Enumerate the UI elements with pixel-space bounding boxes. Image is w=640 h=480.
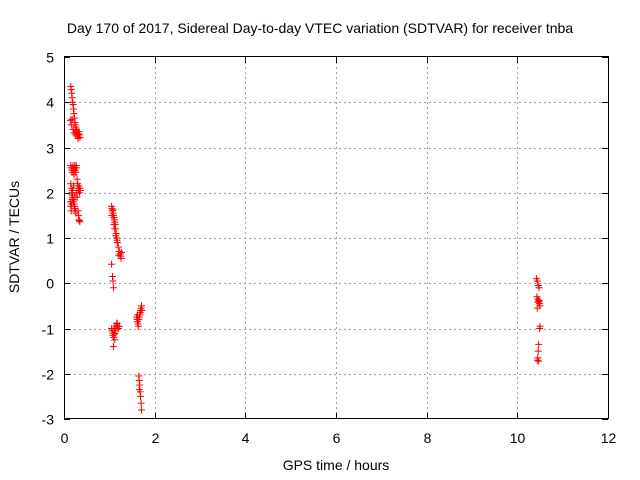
x-tick-label: 0 (61, 430, 69, 446)
grid (64, 57, 608, 419)
data-point-marker (66, 116, 74, 124)
x-tick-label: 12 (601, 430, 617, 446)
x-tick-label: 2 (152, 430, 160, 446)
data-point-marker (137, 399, 145, 407)
data-point-marker (135, 386, 143, 394)
y-tick-label: 3 (46, 141, 54, 157)
data-point-marker (138, 406, 146, 414)
data-series (66, 82, 544, 414)
data-point-marker (110, 220, 118, 228)
y-tick-label: -1 (42, 322, 55, 338)
data-point-marker (533, 304, 541, 312)
y-tick-label: -3 (42, 412, 55, 428)
chart-title: Day 170 of 2017, Sidereal Day-to-day VTE… (67, 20, 574, 36)
data-point-marker (108, 260, 116, 268)
data-point-marker (109, 277, 117, 285)
x-tick-label: 6 (333, 430, 341, 446)
y-tick-label: 4 (46, 95, 54, 111)
data-point-marker (69, 125, 77, 133)
x-axis-label: GPS time / hours (283, 457, 390, 473)
data-point-marker (73, 164, 81, 172)
y-axis-label: SDTVAR / TECUs (6, 181, 22, 293)
data-point-marker (69, 186, 77, 194)
data-point-marker (535, 284, 543, 292)
data-point-marker (534, 298, 542, 306)
data-point-marker (111, 336, 119, 344)
data-point-marker (108, 211, 116, 219)
data-point-marker (536, 325, 544, 332)
data-point-marker (137, 392, 145, 400)
data-point-marker (534, 347, 542, 355)
data-point-marker (115, 251, 123, 259)
y-tick-label: 1 (46, 231, 54, 247)
y-tick-label: 2 (46, 186, 54, 202)
data-point-marker (67, 121, 75, 129)
data-point-marker (68, 115, 76, 123)
data-point-marker (72, 189, 80, 197)
x-tick-label: 8 (424, 430, 432, 446)
data-point-marker (535, 357, 543, 365)
data-point-marker (70, 182, 78, 190)
data-point-marker (73, 126, 81, 134)
y-tick-label: 0 (46, 276, 54, 292)
y-tick-label: 5 (46, 50, 54, 66)
data-point-marker (76, 134, 84, 142)
data-point-marker (73, 193, 81, 201)
data-point-marker (134, 322, 142, 330)
data-point-marker (76, 186, 84, 194)
data-point-marker (138, 306, 146, 314)
data-point-marker (533, 356, 541, 364)
data-point-marker (109, 284, 117, 292)
data-point-marker (113, 239, 121, 247)
x-tick-label: 10 (510, 430, 526, 446)
y-tick-label: -2 (42, 367, 55, 383)
data-point-marker (533, 277, 541, 285)
data-point-marker (115, 322, 123, 330)
x-tick-label: 4 (242, 430, 250, 446)
data-point-marker (109, 343, 117, 351)
data-point-marker (67, 207, 75, 215)
data-point-marker (76, 218, 84, 226)
data-point-marker (112, 232, 120, 240)
data-point-marker (72, 131, 80, 139)
data-point-marker (535, 340, 543, 348)
data-point-marker (109, 206, 117, 214)
data-point-marker (133, 311, 141, 319)
data-point-marker (111, 225, 119, 233)
data-point-marker (535, 296, 543, 304)
data-point-marker (114, 243, 122, 251)
data-point-marker (72, 168, 80, 176)
